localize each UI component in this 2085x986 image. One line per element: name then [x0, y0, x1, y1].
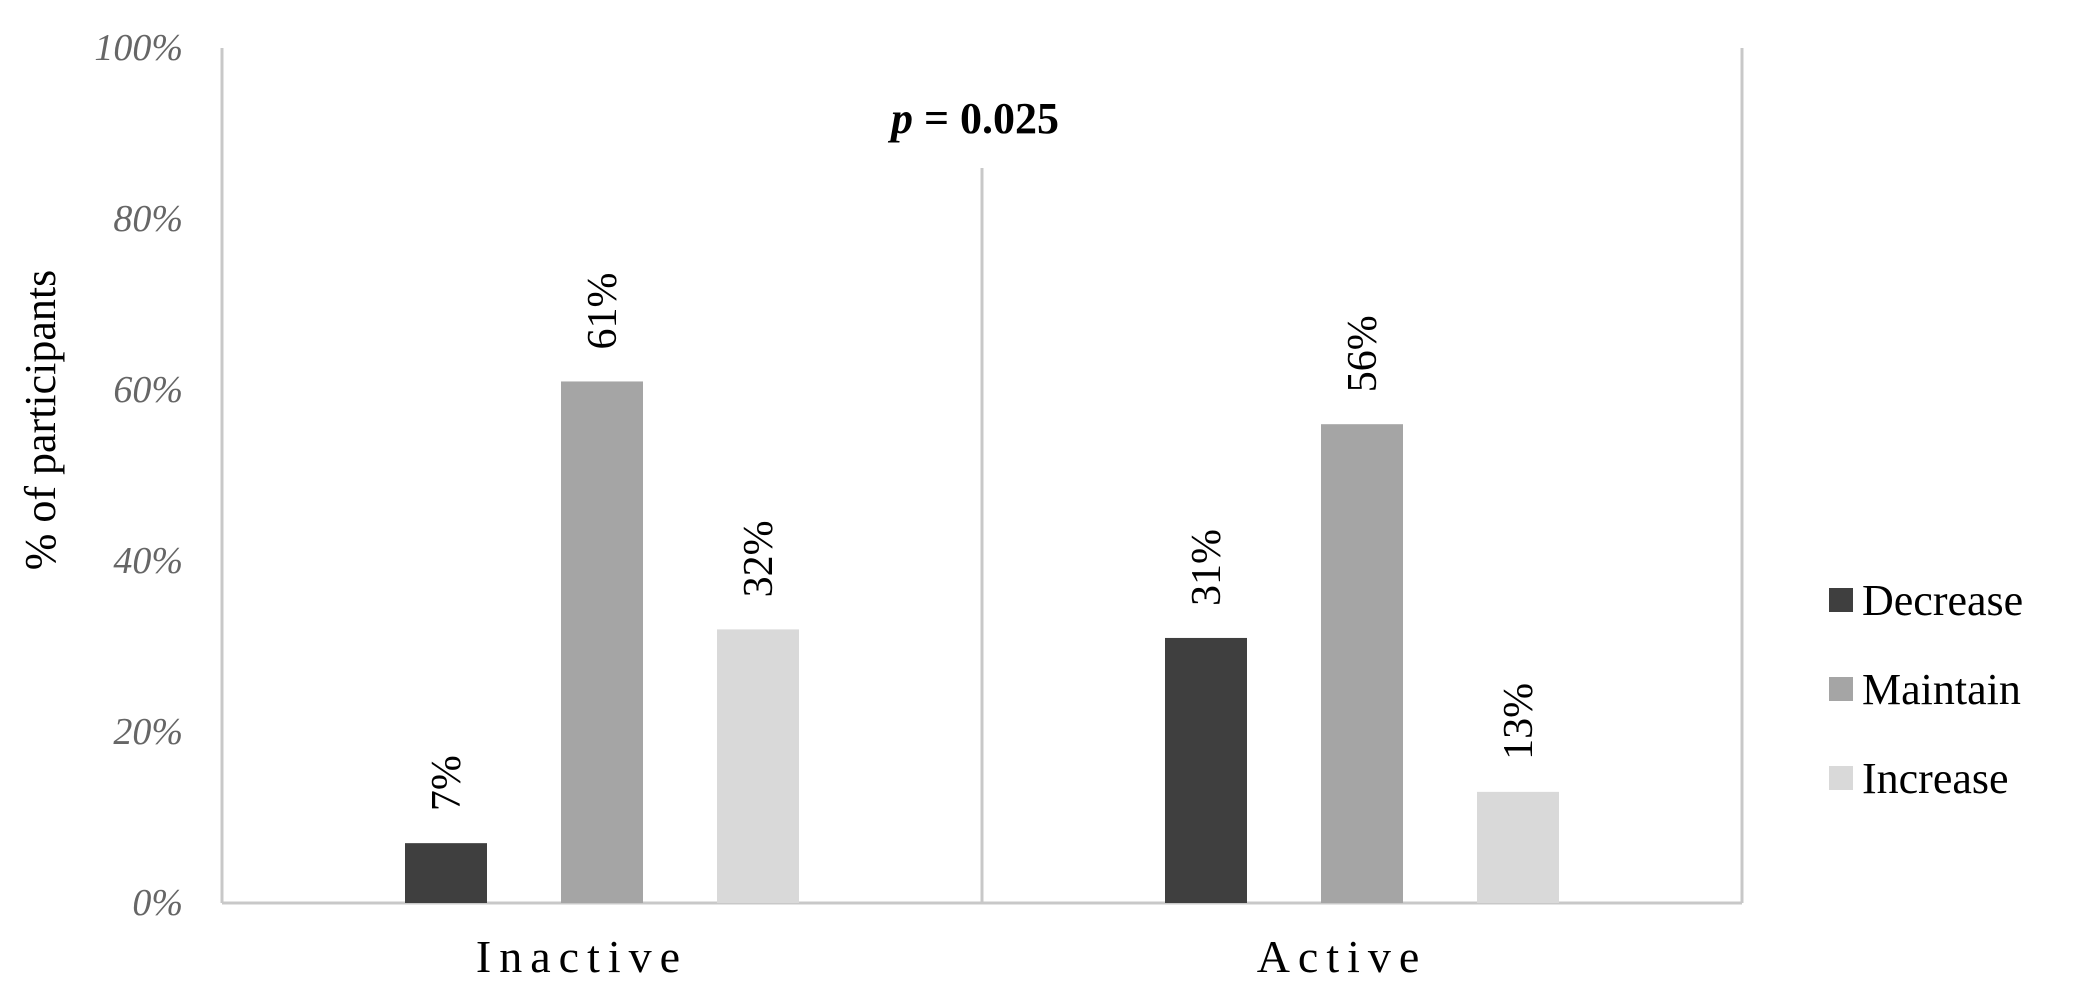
legend-label-decrease: Decrease — [1862, 576, 2023, 625]
bar-decrease-inactive — [405, 843, 487, 903]
y-tick-label: 20% — [113, 711, 183, 753]
data-label: 56% — [1340, 315, 1386, 392]
legend-swatch-maintain — [1829, 677, 1853, 701]
data-label: 7% — [424, 755, 470, 811]
p-value-text: = 0.025 — [913, 94, 1059, 143]
y-tick-label: 80% — [113, 198, 183, 240]
y-tick-label: 40% — [113, 540, 183, 582]
y-tick-label: 60% — [113, 369, 183, 411]
category-label: Active — [1257, 931, 1428, 982]
legend-swatch-increase — [1829, 766, 1853, 790]
data-label: 61% — [580, 272, 626, 349]
bar-decrease-active — [1165, 637, 1247, 903]
data-labels: 7% 61% 32% 31% 56% 13% — [424, 272, 1542, 811]
bar-increase-active — [1477, 791, 1559, 903]
legend-label-maintain: Maintain — [1862, 665, 2021, 714]
y-tick-label: 0% — [132, 882, 183, 924]
y-axis-label: % of participants — [16, 270, 65, 571]
y-tick-labels: 0% 20% 40% 60% 80% 100% — [94, 27, 183, 924]
data-label: 32% — [736, 520, 782, 597]
bar-maintain-inactive — [561, 381, 643, 903]
legend-label-increase: Increase — [1862, 754, 2009, 803]
bar-maintain-active — [1321, 424, 1403, 903]
bar-increase-inactive — [717, 629, 799, 903]
p-value-symbol: p — [887, 94, 913, 143]
legend: Decrease Maintain Increase — [1829, 576, 2023, 803]
y-tick-label: 100% — [94, 27, 183, 69]
category-labels: Inactive Active — [476, 931, 1428, 982]
category-label: Inactive — [476, 931, 688, 982]
p-value-annotation: p = 0.025 — [887, 94, 1059, 143]
data-label: 31% — [1184, 529, 1230, 606]
legend-swatch-decrease — [1829, 588, 1853, 612]
bars-group — [405, 381, 1559, 903]
data-label: 13% — [1496, 683, 1542, 760]
